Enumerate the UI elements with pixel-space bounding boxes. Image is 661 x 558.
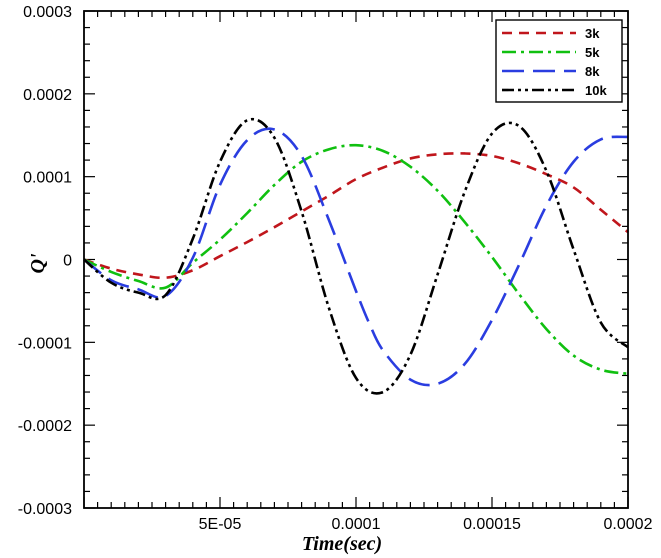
y-tick-label: -0.0002 [18,418,72,435]
legend: 3k 5k 8k 10k [495,19,623,103]
x-tick-label: 0.0002 [604,516,653,533]
y-tick-label: 0 [63,253,72,270]
legend-label-5k: 5k [585,45,600,60]
legend-label-8k: 8k [585,64,600,79]
y-axis-title: Q' [27,253,49,273]
series-line-10k [83,117,629,395]
y-tick-label: 0.0003 [23,4,72,21]
series-layer [83,117,629,395]
series-line-5k [83,143,629,376]
legend-label-10k: 10k [585,83,607,98]
x-tick-label: 5E-05 [199,516,242,533]
x-tick-label: 0.0001 [332,516,381,533]
x-axis-title: Time(sec) [302,533,382,555]
legend-label-3k: 3k [585,26,600,41]
plot-frame [83,10,629,509]
series-line-8k [83,127,629,387]
y-tick-label: -0.0001 [18,335,72,352]
y-tick-label: 0.0001 [23,170,72,187]
axis-tick-labels: 5E-05 0.0001 0.00015 0.0002 0.0003 0.0002 0.00… [18,4,653,533]
x-tick-label: 0.00015 [463,516,521,533]
y-tick-label: 0.0002 [23,87,72,104]
series-line-3k [83,152,629,280]
y-tick-label: -0.0003 [18,501,72,518]
